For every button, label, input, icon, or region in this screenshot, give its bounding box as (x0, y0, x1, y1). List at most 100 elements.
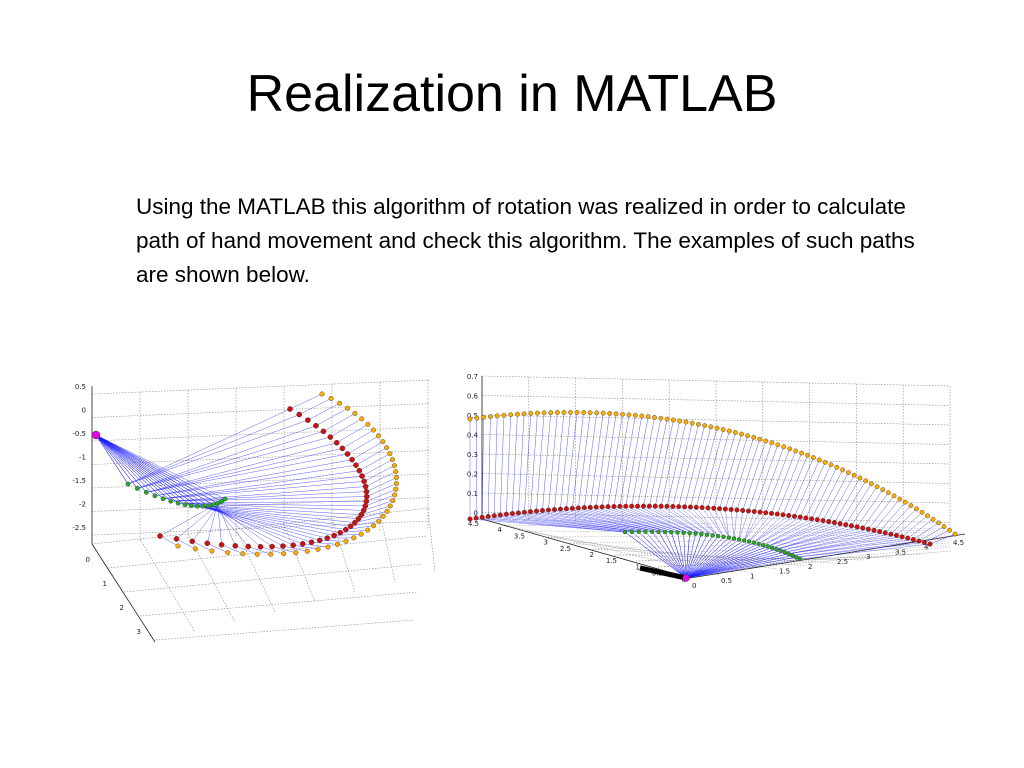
link-line (839, 480, 866, 524)
outer-path-point (574, 410, 580, 415)
mid-path-point (189, 538, 196, 545)
inner-path-point (675, 530, 680, 535)
link-line (748, 513, 778, 542)
inner-path-point (222, 496, 228, 502)
outer-path-point (568, 409, 573, 415)
grid-line (547, 534, 951, 538)
link-line (154, 464, 357, 496)
link-line (685, 535, 719, 579)
outer-path-point (908, 503, 914, 508)
outer-path-point (268, 551, 274, 557)
link-line (95, 434, 179, 504)
outer-path-point (857, 475, 863, 481)
mid-path-point (324, 535, 331, 541)
link-line (137, 436, 331, 489)
mid-path-point (296, 411, 303, 418)
outer-path-point (739, 431, 744, 437)
link-line (364, 465, 395, 482)
outer-path-point (467, 416, 473, 422)
link-line (542, 412, 551, 511)
link-line (748, 442, 772, 512)
y-tick-label: 1.5 (606, 557, 617, 565)
mid-path-point (693, 504, 699, 510)
link-line (780, 528, 869, 551)
outer-path-point (371, 523, 377, 529)
inner-path-point (769, 545, 775, 550)
link-line (191, 505, 355, 523)
link-line (685, 533, 696, 579)
outer-path-point (677, 418, 683, 424)
link-line (685, 535, 713, 579)
grid-line (569, 542, 807, 567)
mid-path-point (843, 522, 849, 528)
outer-path-point (880, 487, 886, 493)
outer-path-point (380, 513, 386, 519)
mid-path-point (629, 503, 635, 509)
link-line (95, 434, 147, 493)
inner-path-point (205, 503, 211, 509)
outer-path-point (390, 498, 396, 504)
link-line (918, 526, 945, 542)
mid-path-point (769, 510, 775, 516)
outer-path-point (561, 410, 567, 415)
outer-path-point (528, 411, 534, 416)
link-line (95, 434, 218, 504)
link-line (637, 417, 655, 507)
inner-path-point (710, 533, 715, 538)
mid-path-point (711, 505, 717, 511)
outer-path-point (658, 415, 664, 421)
inner-path-point (790, 553, 795, 558)
link-line (796, 542, 925, 558)
outer-path-point (581, 410, 587, 415)
link-line (792, 538, 908, 556)
link-line (788, 535, 897, 554)
link-line (739, 510, 749, 540)
link-line (753, 516, 795, 543)
outer-path-point (868, 481, 874, 487)
link-line (879, 502, 906, 532)
link-line (685, 539, 740, 579)
outer-path-point (334, 541, 340, 547)
mid-path-point (763, 510, 769, 516)
z-tick-label: 0.7 (467, 373, 478, 381)
link-line (548, 412, 558, 511)
outer-path-point (315, 546, 321, 552)
outer-path-point (941, 524, 947, 529)
grid-line (569, 536, 951, 544)
link-line (685, 536, 724, 579)
link-line (856, 489, 883, 527)
link-line (678, 424, 699, 507)
link-line (163, 470, 360, 499)
origin-marker (91, 430, 101, 440)
outer-path-point (874, 484, 880, 490)
link-line (95, 434, 129, 485)
z-tick-label: -0.5 (72, 430, 86, 438)
inner-path-point (636, 529, 641, 534)
x-tick-label: 1 (750, 572, 754, 580)
mid-path-point (617, 503, 623, 509)
link-line (127, 419, 308, 485)
mid-path-point (871, 527, 877, 533)
link-line (796, 540, 919, 558)
link-line (758, 516, 801, 544)
link-line (330, 418, 362, 438)
inner-path-point (786, 551, 791, 557)
mid-path-point (927, 541, 933, 547)
outer-path-point (936, 520, 941, 526)
link-line (685, 534, 708, 579)
link-line (661, 506, 708, 535)
grid-line (91, 473, 431, 489)
link-line (365, 494, 395, 507)
link-line (488, 416, 491, 517)
outer-path-point (639, 413, 645, 419)
y-tick-label: 2 (120, 604, 124, 612)
mid-path-point (269, 543, 275, 550)
link-line (95, 434, 209, 506)
outer-path-point (351, 535, 357, 541)
outer-path-point (384, 508, 390, 514)
y-tick-label: 4 (498, 526, 503, 534)
link-line (366, 489, 396, 502)
mid-path-point (313, 422, 319, 429)
inner-path-point (721, 534, 726, 540)
link-line (95, 434, 214, 505)
